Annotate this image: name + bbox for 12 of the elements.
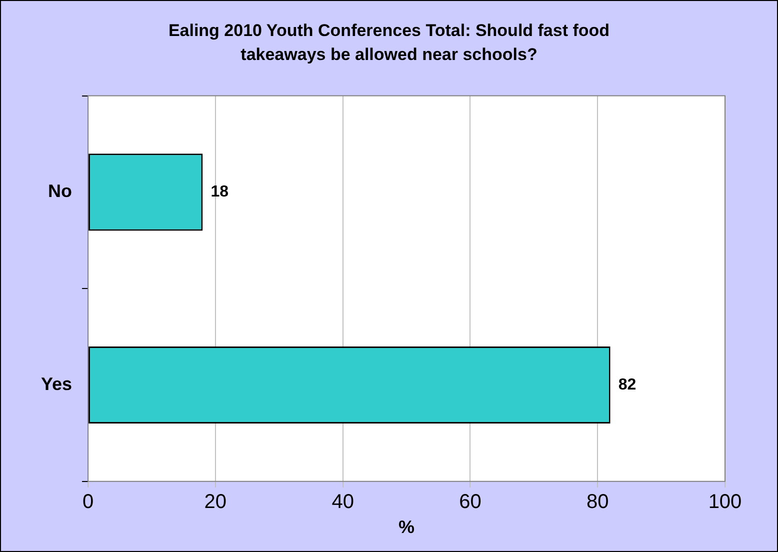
- chart-title: Ealing 2010 Youth Conferences Total: Should fast food takeaways be allowed near schools?: [167, 20, 611, 66]
- x-tick-label: 0: [82, 490, 94, 513]
- data-label: 82: [618, 376, 636, 394]
- y-tick-label: No: [48, 181, 72, 202]
- x-tick-label: 60: [459, 490, 482, 513]
- x-tick-label: 40: [332, 490, 354, 513]
- y-tick-label: Yes: [40, 374, 72, 394]
- data-label: 18: [210, 184, 229, 201]
- x-axis-title: %: [398, 517, 415, 538]
- x-tick-label: 80: [586, 490, 609, 513]
- x-tick-label: 100: [708, 490, 742, 513]
- x-tick-label: 20: [204, 490, 227, 513]
